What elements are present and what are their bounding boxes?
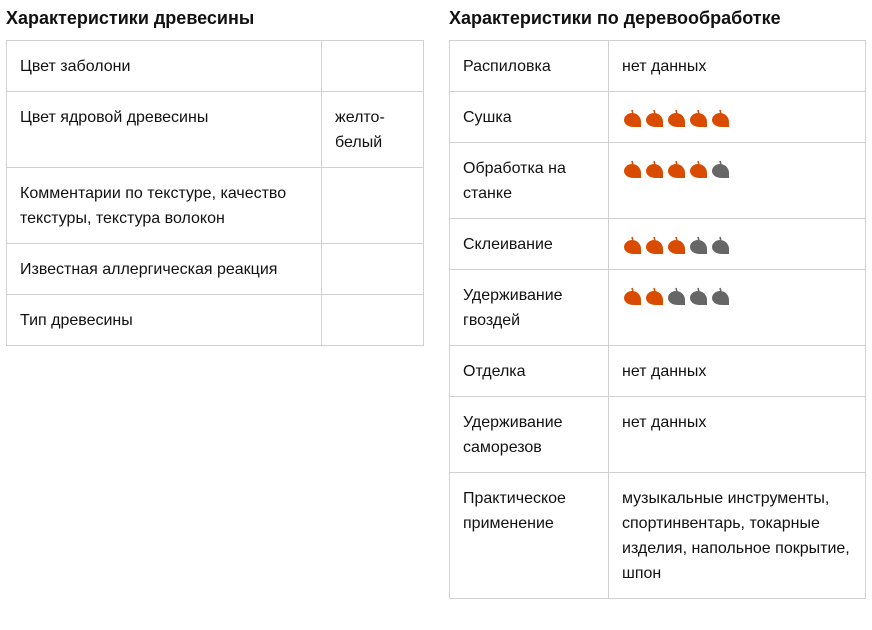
- property-label: Отделка: [449, 345, 609, 397]
- leaf-icon: [710, 160, 730, 180]
- leaf-rating: [622, 156, 852, 180]
- leaf-icon: [644, 287, 664, 307]
- leaf-rating: [622, 232, 852, 256]
- woodworking-characteristics-table: Распиловка нет данных Сушка Обработка на ст…: [449, 40, 866, 599]
- property-value: [608, 91, 866, 143]
- property-value: желто-белый: [321, 91, 424, 168]
- property-label: Практическое применение: [449, 472, 609, 599]
- property-value: нет данных: [608, 396, 866, 473]
- leaf-icon: [710, 109, 730, 129]
- property-label: Склеивание: [449, 218, 609, 270]
- leaf-icon: [688, 109, 708, 129]
- property-value: [321, 294, 424, 346]
- table-row: Обработка на станке: [449, 142, 866, 219]
- table-row: Практическое применение музыкальные инстр…: [449, 472, 866, 599]
- property-label: Цвет ядровой древесины: [6, 91, 322, 168]
- table-row: Комментарии по текстуре, качество тексту…: [6, 167, 424, 244]
- table-row: Удерживание гвоздей: [449, 269, 866, 346]
- property-value: нет данных: [608, 345, 866, 397]
- property-label: Цвет заболони: [6, 40, 322, 92]
- leaf-icon: [622, 160, 642, 180]
- leaf-icon: [688, 287, 708, 307]
- property-label: Сушка: [449, 91, 609, 143]
- property-value: [321, 40, 424, 92]
- table-row: Тип древесины: [6, 294, 424, 346]
- property-value: [321, 243, 424, 295]
- table-row: Удерживание саморезов нет данных: [449, 396, 866, 473]
- property-value: [321, 167, 424, 244]
- property-label: Распиловка: [449, 40, 609, 92]
- section-title: Характеристики древесины: [6, 8, 255, 28]
- leaf-icon: [644, 160, 664, 180]
- leaf-icon: [666, 287, 686, 307]
- table-row: Склеивание: [449, 218, 866, 270]
- table-row: Цвет заболони: [6, 40, 424, 92]
- leaf-icon: [666, 160, 686, 180]
- leaf-icon: [622, 109, 642, 129]
- property-label: Тип древесины: [6, 294, 322, 346]
- property-label: Комментарии по текстуре, качество тексту…: [6, 167, 322, 244]
- table-row: Известная аллергическая реакция: [6, 243, 424, 295]
- leaf-icon: [710, 287, 730, 307]
- property-label: Известная аллергическая реакция: [6, 243, 322, 295]
- table-row: Сушка: [449, 91, 866, 143]
- wood-characteristics-table: Цвет заболони Цвет ядровой древесины желто…: [6, 40, 424, 346]
- leaf-icon: [622, 236, 642, 256]
- table-row: Цвет ядровой древесины желто-белый: [6, 91, 424, 168]
- leaf-icon: [666, 109, 686, 129]
- leaf-rating: [622, 105, 852, 129]
- property-value: [608, 218, 866, 270]
- section-title: Характеристики по деревообработке: [449, 8, 781, 28]
- leaf-rating: [622, 283, 852, 307]
- property-label: Обработка на станке: [449, 142, 609, 219]
- leaf-icon: [644, 236, 664, 256]
- leaf-icon: [688, 160, 708, 180]
- woodworking-characteristics-section: Характеристики по деревообработке Распил…: [449, 6, 866, 599]
- leaf-icon: [644, 109, 664, 129]
- property-value: [608, 269, 866, 346]
- property-label: Удерживание саморезов: [449, 396, 609, 473]
- property-value: нет данных: [608, 40, 866, 92]
- property-value: музыкальные инструменты, спортинвентарь,…: [608, 472, 866, 599]
- leaf-icon: [622, 287, 642, 307]
- wood-characteristics-section: Характеристики древесины Цвет заболони Цв…: [6, 6, 424, 346]
- leaf-icon: [666, 236, 686, 256]
- table-row: Распиловка нет данных: [449, 40, 866, 92]
- leaf-icon: [710, 236, 730, 256]
- property-label: Удерживание гвоздей: [449, 269, 609, 346]
- table-row: Отделка нет данных: [449, 345, 866, 397]
- leaf-icon: [688, 236, 708, 256]
- property-value: [608, 142, 866, 219]
